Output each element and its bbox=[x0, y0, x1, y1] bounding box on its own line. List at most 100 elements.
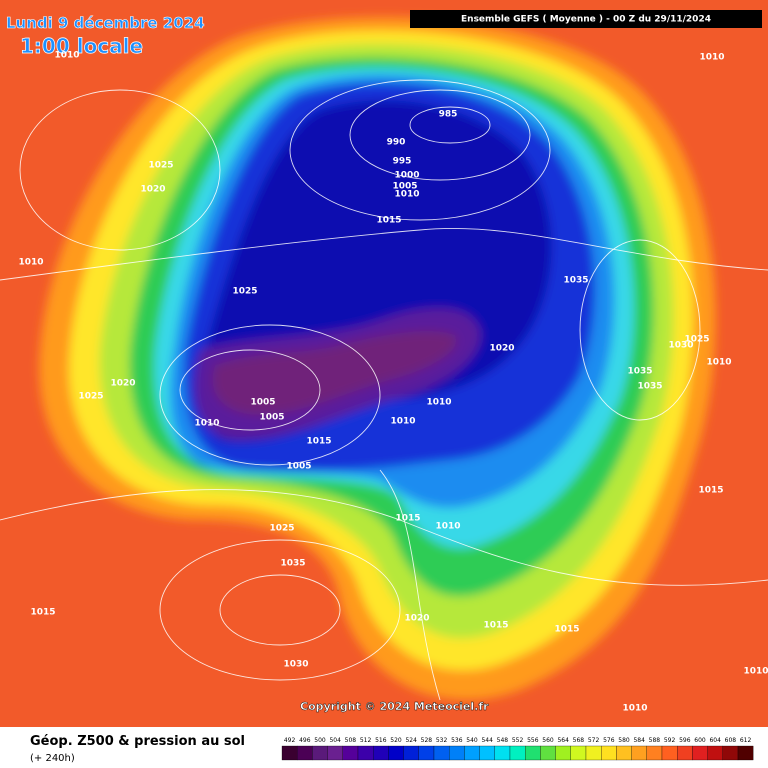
legend-swatch bbox=[540, 745, 556, 761]
isobar-label: 1010 bbox=[394, 190, 419, 200]
height-field bbox=[0, 0, 768, 727]
legend-label: 576 bbox=[603, 737, 615, 744]
header-box bbox=[410, 10, 762, 28]
isobar-label: 1025 bbox=[148, 161, 173, 171]
legend-swatch bbox=[327, 745, 343, 761]
isobar-label: 1015 bbox=[306, 437, 331, 447]
legend: 492 496 500 504 508 512 516 520 524 528 532 536 540 5… bbox=[281, 737, 754, 761]
isobar-label: 985 bbox=[439, 110, 458, 120]
isobar-label: 1025 bbox=[232, 287, 257, 297]
legend-label: 564 bbox=[557, 737, 569, 744]
legend-swatch bbox=[418, 745, 435, 761]
legend-swatch bbox=[281, 745, 298, 761]
isobar-label: 990 bbox=[387, 138, 406, 148]
isobar-label: 1020 bbox=[404, 614, 429, 624]
legend-label: 608 bbox=[725, 737, 737, 744]
legend-swatch bbox=[631, 745, 647, 761]
legend-swatch bbox=[570, 745, 587, 761]
legend-label: 556 bbox=[527, 737, 539, 744]
legend-swatch bbox=[601, 745, 617, 761]
isobar-label: 1015 bbox=[30, 608, 55, 618]
legend-swatch bbox=[555, 745, 571, 761]
isobar-label: 1035 bbox=[563, 276, 588, 286]
legend-swatch bbox=[433, 745, 450, 761]
isobar-label: 1020 bbox=[110, 379, 135, 389]
isobar-labels: 1010 101098599099510001005101010251020101… bbox=[18, 51, 768, 714]
legend-label: 604 bbox=[709, 737, 721, 744]
legend-label: 516 bbox=[375, 737, 387, 744]
isobar-label: 1015 bbox=[376, 216, 401, 226]
legend-swatch bbox=[525, 745, 541, 761]
isobar-label: 1015 bbox=[554, 625, 579, 635]
isobar-label: 1010 bbox=[194, 419, 219, 429]
legend-label: 552 bbox=[512, 737, 524, 744]
isobar-label: 1010 bbox=[18, 258, 43, 268]
legend-label: 612 bbox=[740, 737, 752, 744]
legend-swatch bbox=[373, 745, 389, 761]
legend-label: 496 bbox=[299, 737, 311, 744]
legend-label: 548 bbox=[497, 737, 509, 744]
title-date: Lundi 9 décembre 2024 bbox=[6, 14, 205, 32]
legend-label: 540 bbox=[466, 737, 478, 744]
legend-swatch bbox=[509, 745, 526, 761]
legend-label: 596 bbox=[679, 737, 691, 744]
isobar-label: 1005 bbox=[286, 462, 311, 472]
legend-swatch bbox=[388, 745, 404, 761]
footer-lead: (+ 240h) bbox=[30, 753, 75, 764]
legend-label: 600 bbox=[694, 737, 706, 744]
legend-swatch bbox=[342, 745, 359, 761]
isobar-label: 1025 bbox=[684, 335, 709, 345]
isobar-label: 1030 bbox=[668, 341, 693, 351]
copyright: Copyright © 2024 Meteociel.fr bbox=[300, 700, 489, 713]
legend-swatch bbox=[646, 745, 663, 761]
legend-swatch bbox=[616, 745, 632, 761]
legend-swatch bbox=[449, 745, 465, 761]
isobar-label: 995 bbox=[393, 157, 412, 167]
legend-label: 492 bbox=[284, 737, 296, 744]
legend-swatch bbox=[722, 745, 739, 761]
isobar-label: 1010 bbox=[426, 398, 451, 408]
isobar-label: 1025 bbox=[269, 524, 294, 534]
isobar-lines bbox=[0, 79, 768, 701]
legend-label: 580 bbox=[618, 737, 630, 744]
isobar-label: 1020 bbox=[140, 185, 165, 195]
legend-swatch bbox=[494, 745, 511, 761]
title-time: 1:00 locale bbox=[20, 34, 143, 58]
legend-label: 560 bbox=[542, 737, 554, 744]
legend-label: 572 bbox=[588, 737, 600, 744]
isobar-label: 1005 bbox=[250, 398, 275, 408]
isobar-label: 1010 bbox=[706, 358, 731, 368]
legend-label: 544 bbox=[481, 737, 493, 744]
legend-label: 512 bbox=[360, 737, 372, 744]
legend-swatch bbox=[357, 745, 374, 761]
legend-swatch bbox=[692, 745, 708, 761]
isobar-label: 1035 bbox=[627, 367, 652, 377]
isobar-label: 1030 bbox=[283, 660, 308, 670]
legend-swatch bbox=[403, 745, 419, 761]
legend-label: 536 bbox=[451, 737, 463, 744]
isobar-label: 1015 bbox=[698, 486, 723, 496]
header: Ensemble GEFS ( Moyenne ) - 00 Z du 29/1… bbox=[461, 15, 711, 25]
isobar-label: 1020 bbox=[489, 344, 514, 354]
isobar-label: 1010 bbox=[390, 417, 415, 427]
footer-title: Géop. Z500 & pression au sol bbox=[30, 734, 245, 749]
isobar-label: 1010 bbox=[743, 667, 768, 677]
isobar-label: 1035 bbox=[637, 382, 662, 392]
legend-swatch bbox=[297, 745, 313, 761]
isobar-label: 1010 bbox=[435, 522, 460, 532]
legend-swatch bbox=[479, 745, 495, 761]
legend-swatch bbox=[677, 745, 693, 761]
isobar-label: 1005 bbox=[259, 413, 284, 423]
legend-label: 528 bbox=[421, 737, 433, 744]
legend-swatch bbox=[464, 745, 480, 761]
isobar-label: 1035 bbox=[280, 559, 305, 569]
legend-label: 592 bbox=[664, 737, 676, 744]
legend-swatch bbox=[312, 745, 328, 761]
legend-swatch bbox=[737, 745, 754, 761]
isobar-label: 1010 bbox=[622, 704, 647, 714]
legend-label: 568 bbox=[573, 737, 585, 744]
legend-label: 500 bbox=[314, 737, 326, 744]
legend-label: 508 bbox=[345, 737, 357, 744]
